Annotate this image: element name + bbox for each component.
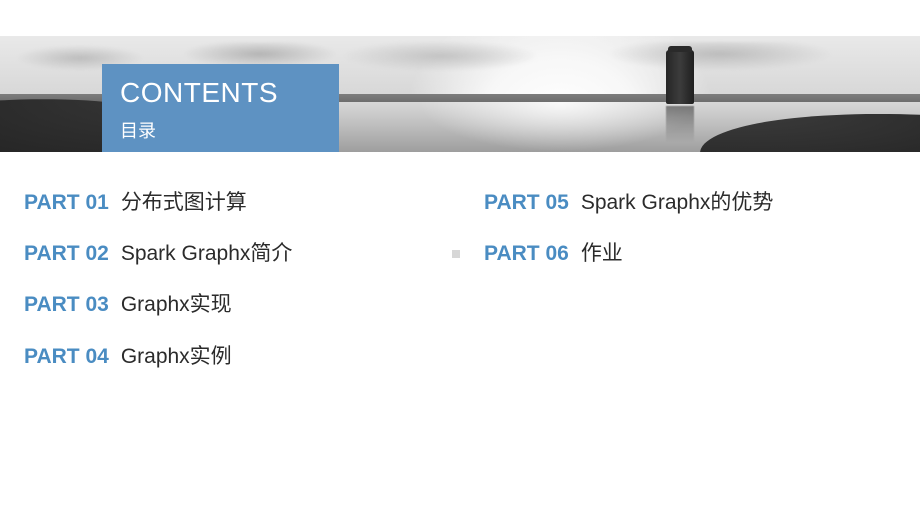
contents-item: PART 05 Spark Graphx的优势 — [484, 190, 884, 215]
banner: CONTENTS 目录 — [0, 0, 920, 152]
contents-item: PART 03 Graphx实现 — [24, 292, 424, 317]
part-label: 作业 — [581, 241, 623, 266]
contents-col-right: PART 05 Spark Graphx的优势 PART 06 作业 — [484, 190, 884, 369]
photo-tower — [666, 50, 694, 104]
contents-item: PART 04 Graphx实例 — [24, 344, 424, 369]
part-label: Graphx实例 — [121, 344, 232, 369]
part-label: Graphx实现 — [121, 292, 232, 317]
contents-item: PART 01 分布式图计算 — [24, 190, 424, 215]
contents-item: PART 02 Spark Graphx简介 — [24, 241, 424, 266]
title-card: CONTENTS 目录 — [102, 64, 339, 152]
artifact-dot — [452, 250, 460, 258]
part-label: 分布式图计算 — [121, 190, 247, 215]
title-text: CONTENTS — [120, 78, 321, 109]
part-label: Spark Graphx的优势 — [581, 190, 774, 215]
part-number: PART 05 — [484, 190, 569, 215]
contents-item: PART 06 作业 — [484, 241, 884, 266]
part-label: Spark Graphx简介 — [121, 241, 293, 266]
part-number: PART 03 — [24, 292, 109, 317]
part-number: PART 01 — [24, 190, 109, 215]
part-number: PART 06 — [484, 241, 569, 266]
contents-list: PART 01分布式图计算PART 02Spark Graphx简介PART 0… — [24, 190, 904, 369]
subtitle-text: 目录 — [120, 117, 321, 143]
contents-col-left: PART 01分布式图计算PART 02Spark Graphx简介PART 0… — [24, 190, 424, 369]
part-number: PART 02 — [24, 241, 109, 266]
part-number: PART 04 — [24, 344, 109, 369]
photo-tower-reflection — [666, 106, 694, 142]
